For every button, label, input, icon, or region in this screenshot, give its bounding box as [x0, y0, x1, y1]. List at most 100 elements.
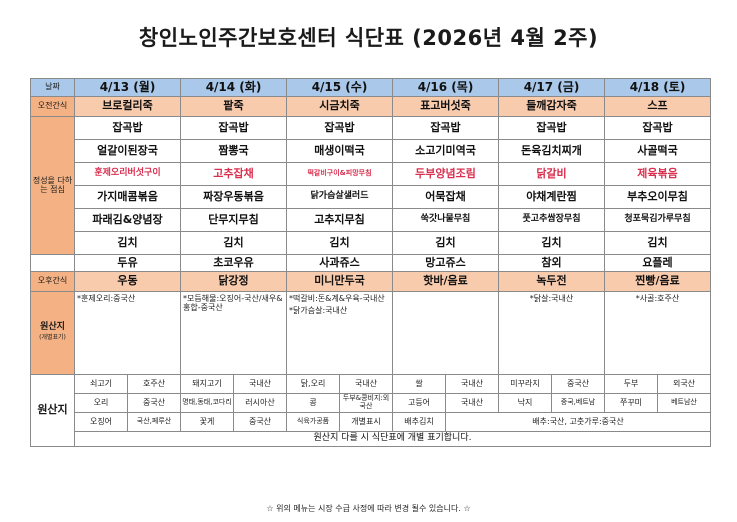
date-label: 날짜	[30, 78, 75, 97]
morning-snack-row: 오전간식 브로컬리죽 팥죽 시금치죽 표고버섯죽 들깨감자죽 스프	[30, 96, 711, 117]
page-title: 창인노인주간보호센터 식단표 (2026년 4월 2주)	[138, 26, 599, 50]
origin-country: 외국산	[657, 374, 711, 394]
morning-snack: 브로컬리죽	[74, 96, 181, 117]
origin-country: 중국산	[551, 374, 605, 394]
morning-snack: 표고버섯죽	[392, 96, 499, 117]
milk-item: 사과쥬스	[286, 254, 393, 272]
origin-sub-label: (개별표기)	[39, 334, 66, 341]
origin-country: 국내산	[445, 393, 499, 413]
morning-snack-label: 오전간식	[30, 96, 75, 117]
morning-snack: 들깨감자죽	[498, 96, 605, 117]
origin-country: 국내산	[445, 374, 499, 394]
lunch-item: 청포묵김가루무침	[604, 208, 711, 232]
origin-item: 닭,오리	[286, 374, 340, 394]
lunch-item: 훈제오리버섯구이	[74, 162, 181, 186]
origin-footer-row: 원산지 다를 시 식단표에 개별 표기합니다.	[31, 431, 711, 447]
milk-label	[30, 254, 75, 272]
lunch-item: 고추지무침	[286, 208, 393, 232]
afternoon-snack: 미니만두국	[286, 271, 393, 292]
afternoon-snack: 핫바/음료	[392, 271, 499, 292]
lunch-item: 잡곡밥	[180, 116, 287, 140]
milk-row: 두유 초코우유 사과쥬스 망고쥬스 참외 요플레	[30, 254, 711, 272]
lunch-item: 김치	[74, 231, 181, 255]
lunch-item: 잡곡밥	[604, 116, 711, 140]
lunch-row: 김치 김치 김치 김치 김치 김치	[31, 231, 711, 255]
day-header: 4/18 (토)	[604, 78, 711, 97]
lunch-item: 사골떡국	[604, 139, 711, 163]
day-header: 4/17 (금)	[498, 78, 605, 97]
origin-note-line: *닭살:국내산	[529, 294, 574, 303]
origin-note-line: *떡갈비:돈&계&우육-국내산	[289, 294, 385, 303]
afternoon-snack: 우동	[74, 271, 181, 292]
milk-item: 요플레	[604, 254, 711, 272]
lunch-item: 떡갈비구이&피망무침	[286, 162, 393, 186]
origin-country: 베트남산	[657, 393, 711, 413]
milk-item: 참외	[498, 254, 605, 272]
day-header: 4/13 (월)	[74, 78, 181, 97]
lunch-item: 부추오이무침	[604, 185, 711, 209]
lunch-item: 풋고추쌈장무침	[498, 208, 605, 232]
afternoon-snack: 닭강정	[180, 271, 287, 292]
lunch-item: 소고기미역국	[392, 139, 499, 163]
origin-item: 명태,동태,코다리	[180, 393, 234, 413]
lunch-item: 파래김&양념장	[74, 208, 181, 232]
origin-item: 쭈꾸미	[604, 393, 658, 413]
lunch-item: 닭가슴살샐러드	[286, 185, 393, 209]
origin-item: 오징어	[74, 412, 128, 432]
origin-item: 낙지	[498, 393, 552, 413]
origin-item: 쌀	[392, 374, 446, 394]
origin-note-line: *훈제오리:중국산	[77, 294, 136, 303]
origin-item: 쇠고기	[74, 374, 128, 394]
origin-table-row: 오리 중국산 명태,동태,코다리 러시아산 콩 두부&콩비지:외국산 고등어 국…	[31, 393, 711, 413]
origin-note: *떡갈비:돈&계&우육-국내산 *닭가슴살:국내산	[286, 291, 393, 375]
lunch-item: 고추잡채	[180, 162, 287, 186]
origin-note: *훈제오리:중국산	[74, 291, 181, 375]
origin-country: 배추:국산, 고춧가루:중국산	[445, 412, 711, 432]
lunch-item: 잡곡밥	[392, 116, 499, 140]
day-header: 4/14 (화)	[180, 78, 287, 97]
origin-country: 두부&콩비지:외국산	[339, 393, 393, 413]
lunch-item: 닭갈비	[498, 162, 605, 186]
date-row: 날짜 4/13 (월) 4/14 (화) 4/15 (수) 4/16 (목) 4…	[30, 78, 711, 97]
lunch-item: 잡곡밥	[498, 116, 605, 140]
lunch-row: 파래김&양념장 단무지무침 고추지무침 쑥갓나물무침 풋고추쌈장무침 청포묵김가…	[31, 208, 711, 232]
lunch-item: 얼갈이된장국	[74, 139, 181, 163]
lunch-item: 매생이떡국	[286, 139, 393, 163]
lunch-item: 잡곡밥	[74, 116, 181, 140]
day-header: 4/16 (목)	[392, 78, 499, 97]
lunch-row: 훈제오리버섯구이 고추잡채 떡갈비구이&피망무침 두부양념조림 닭갈비 제육볶음	[31, 162, 711, 186]
lunch-label: 정성을 다하는 점심	[30, 116, 75, 255]
lunch-item: 김치	[180, 231, 287, 255]
afternoon-snack: 녹두전	[498, 271, 605, 292]
origin-country: 중국,베트남	[551, 393, 605, 413]
milk-item: 두유	[74, 254, 181, 272]
origin-footer: 원산지 다를 시 식단표에 개별 표기합니다.	[74, 431, 711, 447]
origin-item: 두부	[604, 374, 658, 394]
lunch-item: 짜장우동볶음	[180, 185, 287, 209]
afternoon-snack: 찐빵/음료	[604, 271, 711, 292]
lunch-row: 가지매콤볶음 짜장우동볶음 닭가슴살샐러드 어묵잡채 야채계란찜 부추오이무침	[31, 185, 711, 209]
lunch-item: 야채계란찜	[498, 185, 605, 209]
origin-item: 꽃게	[180, 412, 234, 432]
origin-table-label: 원산지	[30, 374, 75, 447]
origin-label: 원산지 (개별표기)	[30, 291, 75, 375]
lunch-item: 돈육김치찌개	[498, 139, 605, 163]
lunch-row: 정성을 다하는 점심 잡곡밥 잡곡밥 잡곡밥 잡곡밥 잡곡밥 잡곡밥	[30, 116, 711, 255]
footnote: ☆ 위의 메뉴는 시장 수급 사정에 따라 변경 될수 있습니다. ☆	[266, 504, 471, 513]
origin-table-row: 오징어 국산,페루산 꽃게 중국산 식육가공품 개별표시 배추김치 배추:국산,…	[31, 412, 711, 432]
lunch-item: 단무지무침	[180, 208, 287, 232]
lunch-row: 얼갈이된장국 짬뽕국 매생이떡국 소고기미역국 돈육김치찌개 사골떡국	[31, 139, 711, 163]
lunch-item: 가지매콤볶음	[74, 185, 181, 209]
milk-item: 초코우유	[180, 254, 287, 272]
morning-snack: 시금치죽	[286, 96, 393, 117]
menu-table: 날짜 4/13 (월) 4/14 (화) 4/15 (수) 4/16 (목) 4…	[30, 78, 711, 447]
origin-note: *사골:호주산	[604, 291, 711, 375]
lunch-item: 김치	[498, 231, 605, 255]
origin-country: 개별표시	[339, 412, 393, 432]
origin-item: 배추김치	[392, 412, 446, 432]
origin-item: 돼지고기	[180, 374, 234, 394]
lunch-item: 잡곡밥	[286, 116, 393, 140]
lunch-item: 두부양념조림	[392, 162, 499, 186]
lunch-item: 김치	[604, 231, 711, 255]
origin-country: 국산,페루산	[127, 412, 181, 432]
